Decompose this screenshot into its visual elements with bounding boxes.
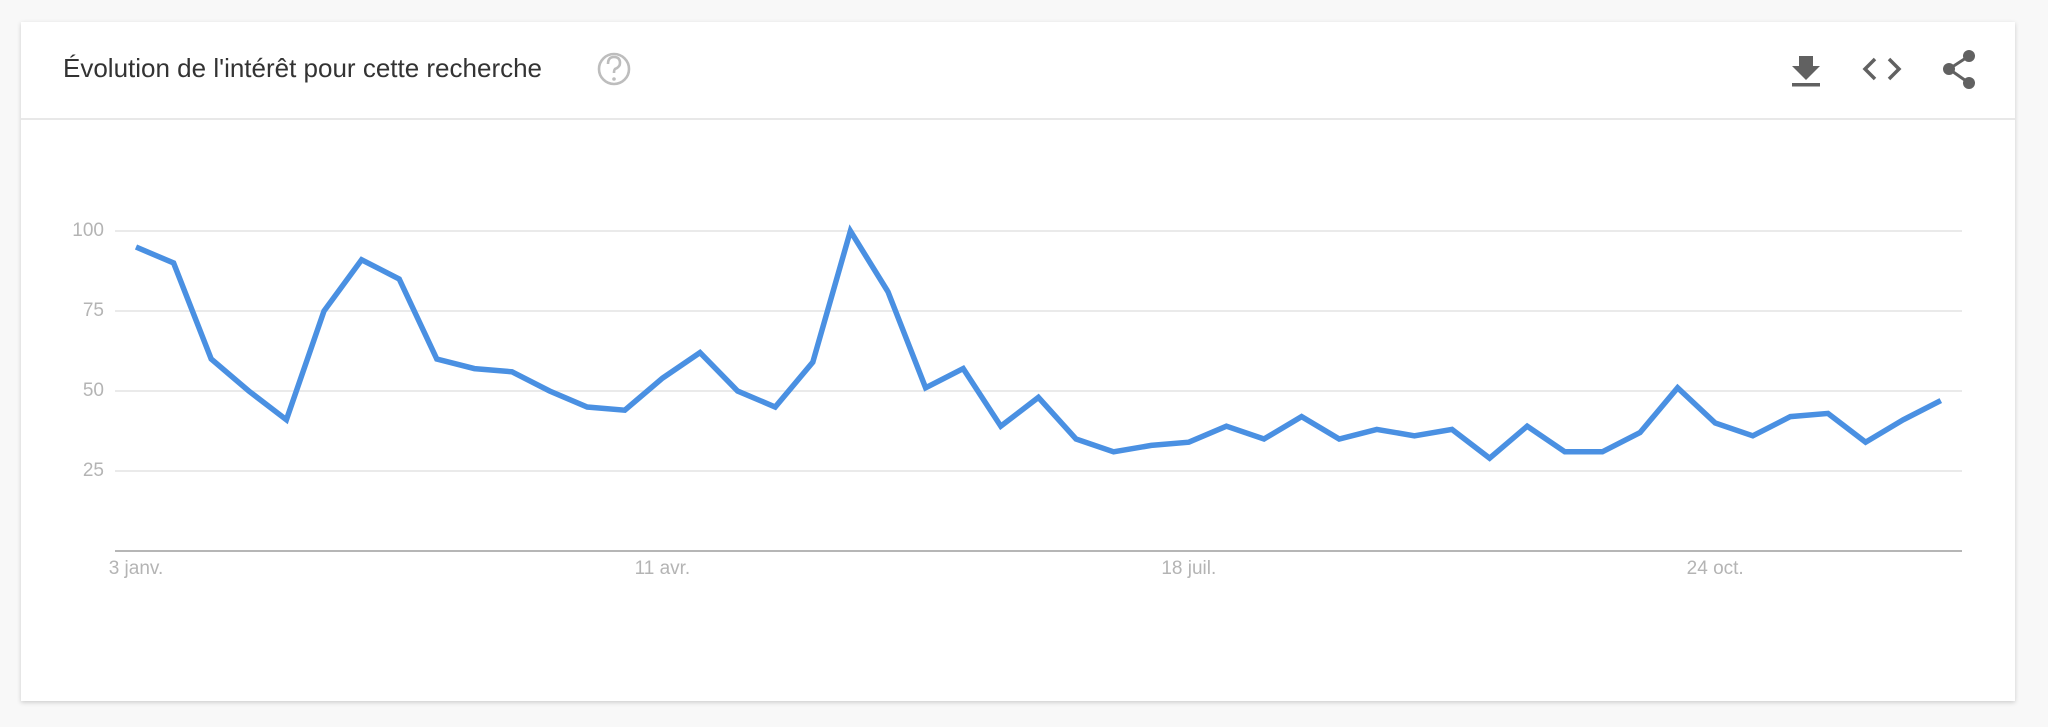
embed-icon[interactable] bbox=[1862, 57, 1902, 81]
y-tick-label: 50 bbox=[83, 380, 104, 401]
download-icon[interactable] bbox=[1792, 56, 1820, 87]
x-tick-label: 11 avr. bbox=[635, 558, 691, 579]
x-tick-label: 24 oct. bbox=[1687, 558, 1744, 579]
chart-title: Évolution de l'intérêt pour cette recher… bbox=[63, 53, 542, 83]
share-icon[interactable] bbox=[1943, 50, 1975, 89]
x-tick-label: 18 juil. bbox=[1161, 558, 1216, 579]
trend-line bbox=[134, 224, 1943, 462]
y-tick-label: 75 bbox=[83, 300, 104, 321]
x-tick-label: 3 janv. bbox=[109, 558, 164, 579]
card bbox=[21, 22, 2015, 701]
y-tick-label: 25 bbox=[83, 460, 104, 481]
y-tick-label: 100 bbox=[72, 220, 104, 241]
help-icon[interactable] bbox=[597, 52, 631, 86]
